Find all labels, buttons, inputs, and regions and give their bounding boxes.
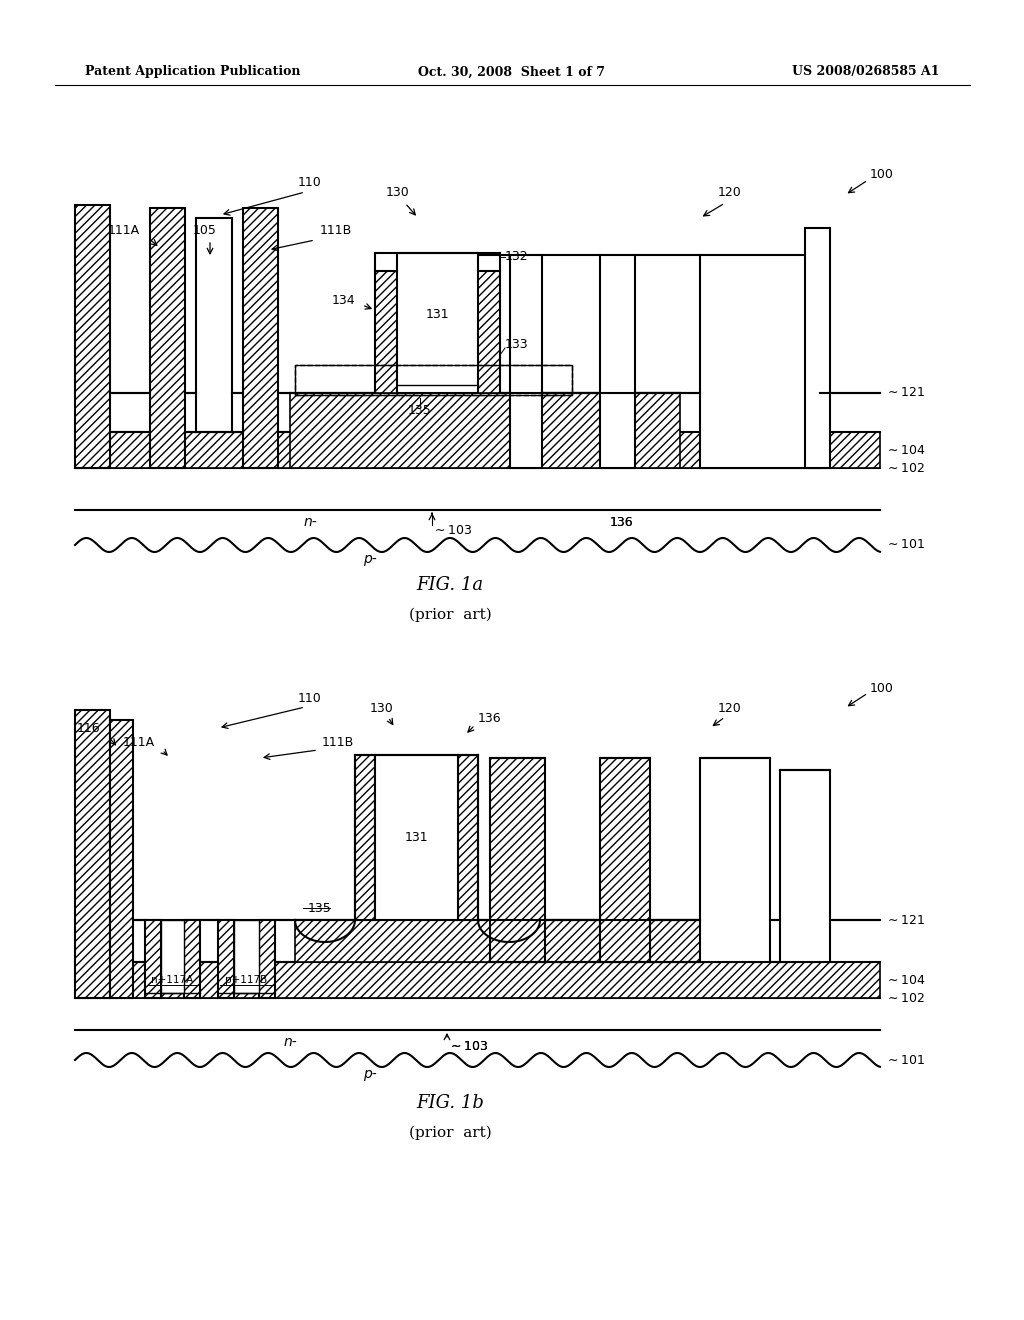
Text: 111A: 111A (108, 223, 140, 236)
Text: (prior  art): (prior art) (409, 607, 492, 622)
Bar (600, 255, 635, 469)
Text: 131: 131 (426, 309, 450, 322)
Bar (600, 758, 650, 962)
Text: FIG. 1a: FIG. 1a (417, 576, 483, 594)
Text: 110: 110 (298, 177, 322, 190)
Text: 111B: 111B (322, 735, 354, 748)
Text: p-: p- (364, 1067, 377, 1081)
Text: 136: 136 (478, 711, 502, 725)
Bar (75, 962, 880, 998)
Bar (700, 255, 820, 469)
Text: 134: 134 (332, 293, 355, 306)
Text: $\sim$101: $\sim$101 (885, 539, 925, 552)
Text: Patent Application Publication: Patent Application Publication (85, 66, 300, 78)
Text: 135: 135 (308, 902, 332, 915)
Bar (161, 920, 184, 993)
Text: 133: 133 (505, 338, 528, 351)
Bar (75, 205, 110, 469)
Text: $\sim$103: $\sim$103 (449, 1040, 488, 1052)
Text: 100: 100 (870, 169, 894, 181)
Text: 136: 136 (610, 516, 634, 529)
Text: 135: 135 (409, 404, 432, 417)
Bar (290, 393, 680, 469)
Bar (243, 209, 278, 469)
Bar (218, 920, 234, 998)
Bar (259, 920, 275, 998)
Text: 111B: 111B (319, 223, 352, 236)
Text: $\sim$104: $\sim$104 (885, 444, 926, 457)
Bar (75, 432, 880, 469)
Bar (490, 758, 545, 962)
Bar (458, 755, 478, 920)
Bar (110, 719, 133, 998)
Text: 130: 130 (386, 186, 410, 199)
Text: 120: 120 (718, 186, 741, 199)
Text: FIG. 1b: FIG. 1b (416, 1094, 484, 1111)
Bar (295, 366, 572, 395)
Bar (397, 253, 478, 393)
Bar (355, 755, 375, 920)
Bar (184, 920, 200, 998)
Bar (234, 920, 259, 993)
Bar (75, 710, 110, 998)
Text: $\sim$103: $\sim$103 (432, 524, 472, 536)
Bar (780, 770, 830, 962)
Text: Oct. 30, 2008  Sheet 1 of 7: Oct. 30, 2008 Sheet 1 of 7 (419, 66, 605, 78)
Text: 136: 136 (610, 516, 634, 529)
Text: 131: 131 (404, 832, 428, 843)
Bar (145, 920, 161, 998)
Bar (150, 209, 185, 469)
Text: n+117A: n+117A (152, 975, 194, 985)
Text: n-: n- (283, 1035, 297, 1049)
Bar (700, 758, 770, 962)
Bar (510, 255, 542, 469)
Text: 137: 137 (514, 902, 538, 915)
Bar (295, 920, 700, 962)
Text: US 2008/0268585 A1: US 2008/0268585 A1 (793, 66, 940, 78)
Text: 120: 120 (718, 701, 741, 714)
Bar (805, 228, 830, 469)
Text: 111A: 111A (123, 735, 155, 748)
Text: n-: n- (303, 515, 316, 529)
Bar (375, 755, 458, 920)
Bar (295, 366, 572, 395)
Text: $\sim$101: $\sim$101 (885, 1053, 925, 1067)
Bar (375, 271, 397, 393)
Bar (478, 271, 500, 393)
Text: 132: 132 (505, 251, 528, 264)
Text: (prior  art): (prior art) (409, 1126, 492, 1140)
Text: $\sim$121: $\sim$121 (885, 913, 925, 927)
Text: 130: 130 (370, 701, 394, 714)
Text: $\sim$104: $\sim$104 (885, 974, 926, 986)
Text: 100: 100 (870, 681, 894, 694)
Text: $\sim$102: $\sim$102 (885, 462, 925, 474)
Text: p+117B: p+117B (225, 975, 267, 985)
Text: 116: 116 (77, 722, 100, 734)
Text: 110: 110 (298, 692, 322, 705)
Text: p-: p- (364, 552, 377, 566)
Bar (196, 218, 232, 432)
Text: $\sim$103: $\sim$103 (449, 1040, 488, 1052)
Text: $\sim$121: $\sim$121 (885, 387, 925, 400)
Text: 105: 105 (194, 223, 217, 236)
Text: $\sim$102: $\sim$102 (885, 991, 925, 1005)
